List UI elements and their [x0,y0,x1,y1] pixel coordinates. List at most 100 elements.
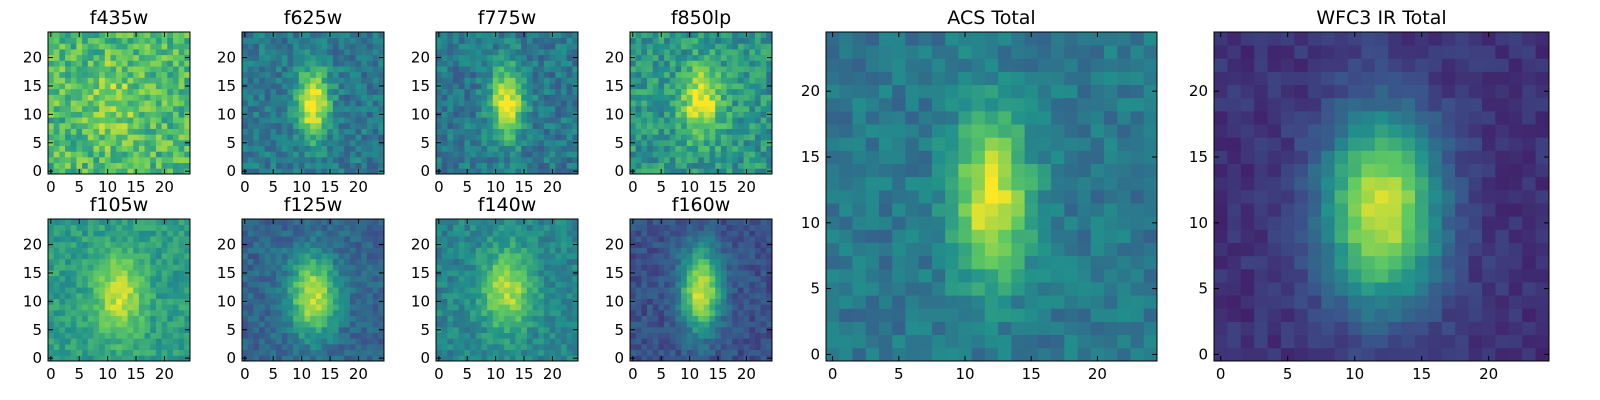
heatmap-cell [104,281,111,288]
heatmap-cell [332,54,339,61]
heatmap-cell [150,168,157,175]
heatmap-cell [178,230,185,237]
heatmap-cell [538,66,545,73]
heatmap-cell [743,275,750,282]
heatmap-cell [121,134,128,141]
heatmap-cell [669,49,676,56]
heatmap-cell [549,304,556,311]
heatmap-cell [720,32,727,39]
heatmap-cell [321,37,328,44]
heatmap-cell [110,88,117,95]
heatmap-cell [641,326,648,333]
heatmap-cell [161,343,168,351]
axes-frame [241,218,385,362]
heatmap-cell [155,128,162,135]
heatmap-cell [184,236,191,243]
heatmap-cell [532,122,539,129]
heatmap-cell [464,332,471,339]
heatmap-cell [327,321,334,328]
heatmap-cell [749,134,756,141]
heatmap-cell [304,247,311,254]
y-tick-label: 20 [411,49,430,67]
heatmap-cell [720,281,727,288]
heatmap-cell [76,77,83,84]
heatmap-cell [259,100,266,107]
heatmap-cell [59,270,66,277]
heatmap-cell [87,49,94,56]
heatmap-cell [560,32,568,39]
heatmap-cell [378,349,385,356]
heatmap-cell [315,355,322,362]
heatmap-cell [167,258,174,265]
heatmap-cell [247,247,254,254]
heatmap-cell [692,111,699,118]
heatmap-cell [167,253,174,260]
heatmap-cell [270,54,277,61]
heatmap-cell [247,162,254,169]
heatmap-cell [349,230,356,237]
heatmap-cell [338,151,345,158]
heatmap-cell [315,139,322,146]
heatmap-cell [664,355,671,362]
heatmap-cell [475,315,482,322]
heatmap-cell [754,275,762,282]
heatmap-cell [504,32,511,39]
heatmap-cell [760,105,767,112]
heatmap-cell [441,60,448,67]
heatmap-cell [492,264,499,271]
heatmap-cell [150,281,157,288]
heatmap-cell [355,151,362,158]
heatmap-cell [144,247,151,254]
heatmap-cell [641,292,648,299]
heatmap-cell [332,83,339,90]
heatmap-cell [492,230,499,237]
heatmap-cell [355,253,362,260]
heatmap-cell [378,134,385,141]
heatmap-cell [686,343,693,351]
heatmap-cell [635,287,642,294]
heatmap-cell [737,77,744,84]
heatmap-cell [498,128,505,135]
heatmap-cell [487,105,494,112]
heatmap-cell [453,230,460,237]
heatmap-cell [664,128,671,135]
heatmap-cell [641,122,648,129]
heatmap-cell [658,145,665,152]
heatmap-cell [470,326,477,333]
heatmap-cell [481,43,488,50]
heatmap-cell [538,77,545,84]
heatmap-cell [276,343,283,351]
heatmap-cell [327,94,334,101]
heatmap-cell [53,49,60,56]
heatmap-cell [509,54,516,61]
heatmap-cell [110,111,117,118]
heatmap-cell [675,287,682,294]
heatmap-cell [327,162,334,169]
heatmap-cell [743,343,750,351]
heatmap-cell [121,32,128,39]
heatmap-cell [253,315,260,322]
heatmap-cell [515,247,522,254]
heatmap-cell [441,49,448,56]
heatmap-cell [754,122,762,129]
heatmap-cell [470,355,477,362]
heatmap-cell [138,309,145,316]
heatmap-cell [259,134,266,141]
heatmap-cell [509,304,516,311]
heatmap-cell [70,111,77,118]
heatmap-cell [378,37,385,44]
heatmap-cell [555,168,562,175]
heatmap-cell [264,258,271,265]
heatmap-cell [549,287,556,294]
heatmap-cell [453,236,460,243]
heatmap-cell [732,43,739,50]
heatmap-cell [93,224,100,231]
heatmap-cell [172,304,180,311]
heatmap-cell [664,281,671,288]
heatmap-cell [361,292,368,299]
heatmap-cell [116,332,123,339]
heatmap-cell [470,111,477,118]
heatmap-cell [138,258,145,265]
heatmap-cell [760,32,767,39]
heatmap-cell [270,88,277,95]
